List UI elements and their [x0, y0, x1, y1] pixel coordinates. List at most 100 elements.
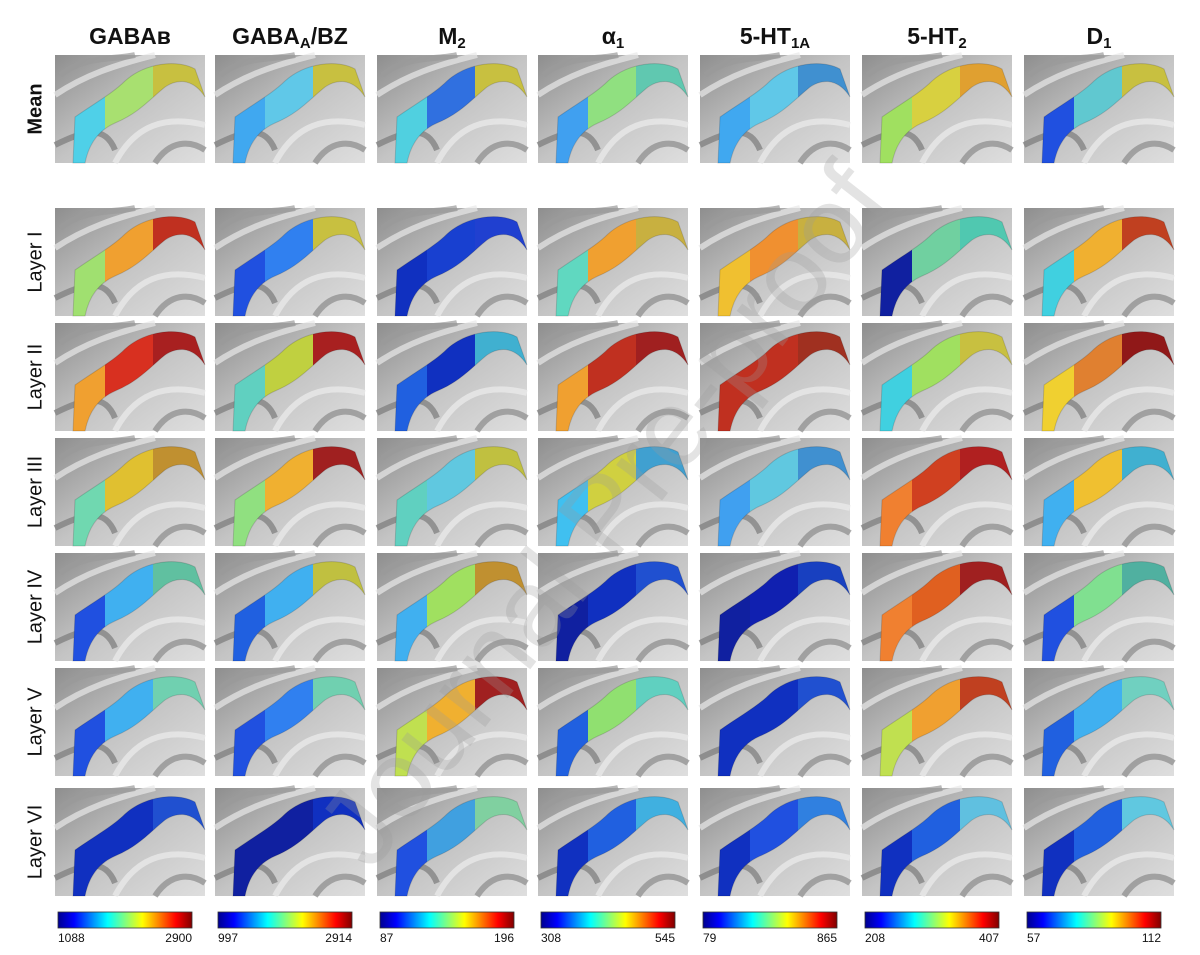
sulcus [152, 753, 207, 778]
header-text: 5-HT [907, 23, 958, 49]
sulcus [53, 205, 156, 251]
sulcus [959, 873, 1014, 898]
sulcus [1027, 785, 1105, 811]
band-outline [879, 216, 1013, 317]
sulcus [536, 785, 639, 831]
sulcus [474, 408, 529, 433]
sulcus [218, 665, 296, 691]
sulcus [112, 851, 206, 898]
sulcus [380, 665, 458, 691]
header-text: D [1087, 23, 1104, 49]
sulcus [635, 753, 690, 778]
sulcus [53, 665, 156, 711]
sulcus [865, 435, 943, 461]
sulcus [375, 205, 478, 251]
sulcus [1022, 665, 1125, 711]
sulcus [1022, 550, 1125, 596]
band-outline [717, 216, 851, 317]
band-outline [1041, 561, 1175, 662]
colorbar-min: 87 [380, 931, 394, 945]
sulcus [272, 271, 366, 318]
sulcus [541, 665, 619, 691]
band-outline [72, 676, 206, 777]
sulcus [703, 52, 781, 78]
sulcus [375, 320, 478, 366]
header-text: /BZ [311, 23, 348, 49]
sulcus [860, 665, 963, 711]
sulcus [536, 52, 639, 98]
band-outline [1041, 676, 1175, 777]
colorbar [702, 911, 838, 929]
sulcus [434, 271, 528, 318]
brain-map [375, 320, 529, 433]
sulcus [375, 52, 478, 98]
band-outline [232, 446, 366, 547]
sulcus [1022, 52, 1125, 98]
band-outline [72, 796, 206, 897]
sulcus [541, 550, 619, 576]
sulcus [595, 386, 689, 433]
sulcus [919, 731, 1013, 778]
sulcus [757, 616, 851, 663]
sulcus [474, 638, 529, 663]
brain-map [53, 785, 207, 898]
sulcus [919, 616, 1013, 663]
sulcus [213, 52, 316, 98]
band-outline [232, 216, 366, 317]
colorbar [57, 911, 193, 929]
header-subscript: 1A [791, 35, 810, 52]
sulcus [213, 205, 316, 251]
band-outline [394, 676, 528, 777]
sulcus [1022, 320, 1125, 366]
sulcus [474, 140, 529, 165]
column-header: M2 [438, 23, 466, 52]
sulcus [213, 435, 316, 481]
brain-map [53, 435, 207, 548]
column-header: GABAʙ [89, 23, 171, 49]
column-header: GABAA/BZ [232, 23, 348, 52]
brain-map [536, 550, 690, 663]
sulcus [919, 851, 1013, 898]
sulcus [474, 753, 529, 778]
sulcus [757, 271, 851, 318]
band-outline [717, 561, 851, 662]
sulcus [58, 785, 136, 811]
brain-map [213, 785, 367, 898]
band-outline [555, 63, 689, 164]
sulcus [541, 52, 619, 78]
brain-map [536, 52, 690, 165]
sulcus [797, 408, 852, 433]
sulcus [698, 320, 801, 366]
colorbar [217, 911, 353, 929]
brain-map [860, 52, 1014, 165]
sulcus [757, 501, 851, 548]
brain-map [536, 320, 690, 433]
sulcus [635, 140, 690, 165]
sulcus [797, 523, 852, 548]
sulcus [797, 638, 852, 663]
band-outline [1041, 63, 1175, 164]
band-outline [232, 331, 366, 432]
brain-map [53, 665, 207, 778]
sulcus [860, 52, 963, 98]
brain-map [1022, 435, 1176, 548]
brain-map [698, 785, 852, 898]
sulcus [474, 523, 529, 548]
sulcus [1027, 550, 1105, 576]
sulcus [541, 320, 619, 346]
brain-map [1022, 320, 1176, 433]
header-text: α [602, 23, 616, 49]
colorbar-max: 407 [979, 931, 999, 945]
sulcus [1121, 408, 1176, 433]
band-outline [1041, 446, 1175, 547]
sulcus [959, 753, 1014, 778]
sulcus [1081, 851, 1175, 898]
sulcus [53, 435, 156, 481]
sulcus [635, 873, 690, 898]
sulcus [434, 118, 528, 165]
sulcus [635, 408, 690, 433]
row-label: Layer II [24, 344, 46, 411]
sulcus [218, 320, 296, 346]
sulcus [860, 320, 963, 366]
sulcus [959, 523, 1014, 548]
